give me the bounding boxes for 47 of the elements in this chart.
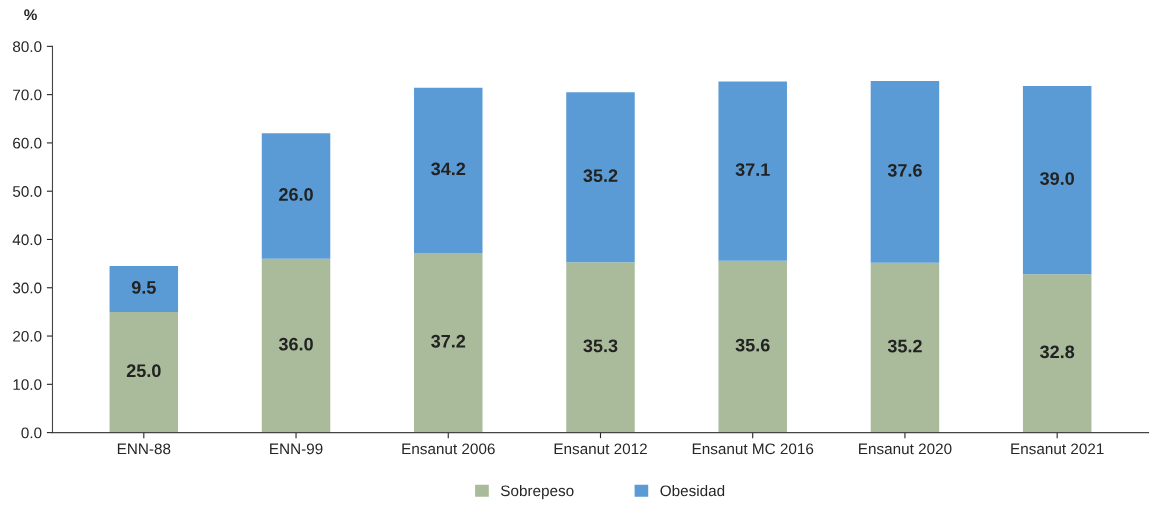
data-label: 37.2: [431, 334, 466, 348]
y-axis-title: %: [24, 9, 37, 21]
x-tick-label: Ensanut MC 2016: [692, 443, 814, 455]
data-label: 35.3: [583, 339, 618, 353]
data-label: 9.5: [131, 281, 156, 294]
data-label: 26.0: [279, 188, 313, 201]
data-label: 39.0: [1040, 172, 1075, 185]
data-label: 32.8: [1040, 345, 1075, 359]
bar: [261, 133, 331, 259]
y-tick-label: 70.0: [13, 89, 42, 101]
legend-label: Obesidad: [660, 484, 725, 497]
data-label: 34.2: [431, 162, 466, 176]
data-label: 35.6: [735, 338, 770, 352]
data-label: 36.0: [278, 337, 313, 351]
x-tick-label: ENN-88: [117, 443, 171, 455]
data-label: 25.0: [126, 364, 161, 378]
bar: [870, 81, 940, 263]
data-label: 37.6: [887, 163, 922, 177]
bar: [414, 87, 483, 253]
bar: [566, 92, 635, 263]
bar: [718, 260, 787, 433]
bar: [870, 262, 940, 433]
bar: [1022, 274, 1092, 433]
data-label: 35.2: [583, 169, 618, 183]
y-tick-label: 60.0: [13, 137, 42, 149]
x-tick-label: Ensanut 2006: [402, 443, 495, 455]
bar: [109, 311, 179, 433]
legend-label: Sobrepeso: [500, 484, 574, 500]
bar: [718, 81, 787, 261]
y-tick-label: 80.0: [12, 41, 42, 53]
data-label: 35.2: [887, 339, 922, 353]
y-tick-label: 10.0: [13, 379, 42, 390]
x-tick-label: Ensanut 2012: [554, 443, 647, 455]
bar: [414, 252, 483, 433]
y-tick-label: 30.0: [12, 282, 42, 294]
y-tick-label: 20.0: [13, 330, 42, 342]
y-tick-label: 50.0: [12, 186, 42, 197]
x-tick-label: Ensanut 2020: [859, 443, 952, 455]
bar: [261, 258, 331, 433]
x-tick-label: ENN-99: [270, 443, 323, 455]
bar: [1022, 85, 1092, 275]
data-label: 37.1: [735, 163, 770, 177]
y-tick-label: 0.0: [21, 427, 42, 439]
bar: [566, 262, 635, 433]
x-tick-label: Ensanut 2021: [1011, 443, 1104, 455]
y-tick-label: 40.0: [12, 234, 42, 246]
bar: [109, 266, 179, 312]
